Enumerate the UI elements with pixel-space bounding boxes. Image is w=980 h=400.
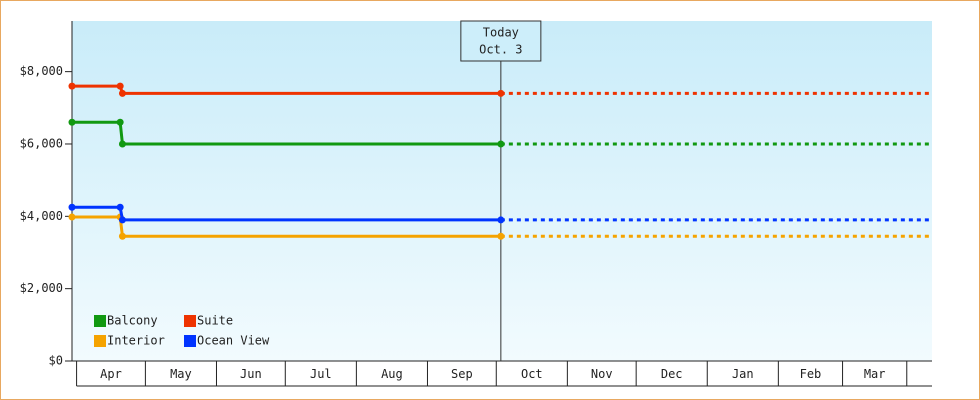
x-tick-label: Feb <box>800 367 822 381</box>
legend-label: Balcony <box>107 314 158 328</box>
x-tick-label: Mar <box>864 367 886 381</box>
legend-label: Ocean View <box>197 334 270 348</box>
point <box>118 216 126 224</box>
y-tick-label: $4,000 <box>20 209 63 223</box>
y-tick-label: $6,000 <box>20 136 63 150</box>
point <box>68 213 76 221</box>
point <box>497 89 505 97</box>
series-line <box>72 215 501 238</box>
legend-swatch <box>184 315 196 327</box>
today-label: Oct. 3 <box>479 43 522 57</box>
x-tick-label: Oct <box>521 367 543 381</box>
x-tick-label: Jan <box>732 367 754 381</box>
x-tick-label: Sep <box>451 367 473 381</box>
x-tick-label: Nov <box>591 367 613 381</box>
today-label: Today <box>483 26 519 40</box>
point <box>118 89 126 97</box>
point <box>118 232 126 240</box>
legend-swatch <box>94 315 106 327</box>
x-tick-label: Dec <box>661 367 683 381</box>
x-tick-label: Aug <box>381 367 403 381</box>
y-tick-label: $8,000 <box>20 64 63 78</box>
legend-swatch <box>184 335 196 347</box>
legend-label: Interior <box>107 334 165 348</box>
point <box>116 118 124 126</box>
y-tick-label: $0 <box>49 354 63 368</box>
series-line <box>72 120 501 146</box>
point <box>68 203 76 211</box>
series-line <box>72 205 501 222</box>
point <box>497 216 505 224</box>
x-tick-label: Apr <box>100 367 122 381</box>
point <box>116 203 124 211</box>
series-line <box>72 84 501 95</box>
y-tick-label: $2,000 <box>20 281 63 295</box>
plot-background <box>72 21 932 361</box>
x-tick-label: May <box>170 367 192 381</box>
x-tick-label: Jun <box>240 367 262 381</box>
point <box>118 140 126 148</box>
x-tick-label: Jul <box>310 367 332 381</box>
point <box>68 82 76 90</box>
point <box>497 140 505 148</box>
legend-label: Suite <box>197 314 233 328</box>
point <box>68 118 76 126</box>
legend-swatch <box>94 335 106 347</box>
point <box>116 82 124 90</box>
today-box <box>460 20 542 62</box>
point <box>497 232 505 240</box>
